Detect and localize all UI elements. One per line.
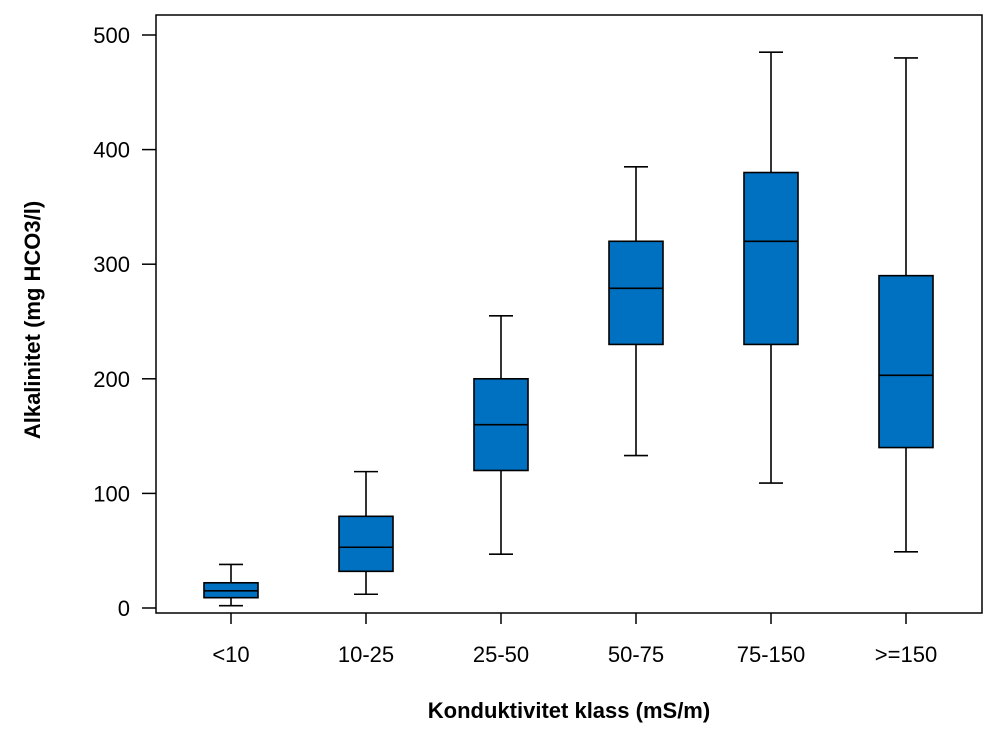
box-6 <box>878 57 934 553</box>
plot-area-frame <box>155 14 983 614</box>
x-tick-label: >=150 <box>875 642 937 667</box>
box-3 <box>473 314 529 555</box>
y-axis-title: Alkalinitet (mg HCO3/l) <box>20 201 45 439</box>
x-tick-label: 25-50 <box>473 642 529 667</box>
box-1 <box>203 563 259 607</box>
box-iqr <box>878 274 934 449</box>
box-5 <box>743 51 799 484</box>
box-iqr <box>743 171 799 346</box>
box-iqr <box>608 240 664 346</box>
y-tick-label: 200 <box>93 367 130 392</box>
y-tick-label: 400 <box>93 138 130 163</box>
y-tick-label: 100 <box>93 481 130 506</box>
box-2 <box>338 470 394 596</box>
x-tick-label: 75-150 <box>737 642 806 667</box>
x-axis-title: Konduktivitet klass (mS/m) <box>428 698 710 723</box>
x-tick-label: 50-75 <box>608 642 664 667</box>
x-tick-label: <10 <box>212 642 249 667</box>
box-4 <box>608 165 664 457</box>
y-tick-label: 500 <box>93 23 130 48</box>
y-axis: 0 100 200 300 400 500 <box>93 23 156 621</box>
box-iqr <box>338 515 394 573</box>
x-tick-label: 10-25 <box>338 642 394 667</box>
x-axis: <10 10-25 25-50 50-75 75-150 >=150 <box>212 613 937 667</box>
y-tick-label: 0 <box>118 596 130 621</box>
y-tick-label: 300 <box>93 252 130 277</box>
box-series <box>203 51 934 607</box>
